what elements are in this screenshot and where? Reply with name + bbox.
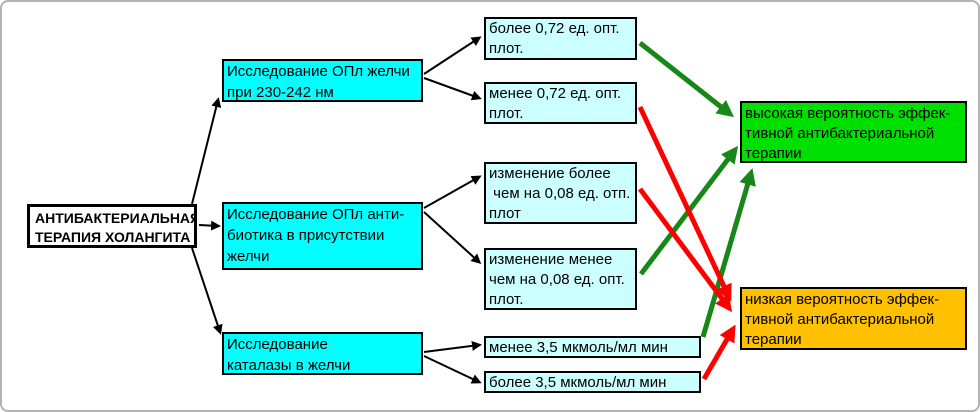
node-text-line: терапии bbox=[745, 145, 802, 162]
node-text-line: изменение более bbox=[489, 165, 611, 182]
node-text-line: желчи bbox=[227, 248, 270, 265]
arrow-more008-to-low bbox=[637, 187, 733, 313]
node-text-line: тивной антибактериальной bbox=[745, 311, 935, 328]
node-text-line: менее 3,5 мкмоль/мл мин bbox=[489, 339, 668, 356]
node-text-line: при 230-242 нм bbox=[227, 84, 334, 101]
node-text-line: плот. bbox=[489, 40, 524, 57]
arrow-root-to-bile-test bbox=[191, 97, 222, 205]
node-text-line: терапии bbox=[745, 331, 802, 348]
arrow-bile-to-more072 bbox=[423, 36, 482, 75]
node-result-change-less-0-08: изменение менее чем на 0,08 ед. опт. пло… bbox=[484, 248, 637, 310]
arrow-bile-to-less072 bbox=[423, 77, 482, 101]
node-text-line: Исследование ОПл анти- bbox=[227, 206, 405, 223]
node-text-line: Исследование bbox=[227, 336, 328, 353]
node-text-line: плот. bbox=[489, 105, 524, 122]
arrow-antibiotic-to-less008 bbox=[423, 211, 482, 265]
node-test-catalase: Исследование каталазы в желчи bbox=[222, 332, 423, 375]
node-text-line: менее 0,72 ед. опт. bbox=[489, 85, 622, 102]
node-result-less-0-72: менее 0,72 ед. опт. плот. bbox=[484, 82, 637, 124]
node-text-line: изменение менее bbox=[489, 251, 613, 268]
arrow-less072-to-low bbox=[637, 105, 732, 302]
node-text-line: более 3,5 мкмоль/мл мин bbox=[489, 374, 667, 391]
node-text-line: чем на 0,08 ед. отп. bbox=[489, 185, 631, 202]
arrow-catalase-to-more35 bbox=[423, 355, 482, 384]
node-text-line: ТЕРАПИЯ ХОЛАНГИТА bbox=[35, 229, 191, 245]
arrow-root-to-antibiotic-test bbox=[198, 220, 221, 231]
arrow-more072-to-high bbox=[638, 41, 735, 118]
node-text-line: низкая вероятность эффек- bbox=[745, 291, 940, 308]
node-text-line: плот bbox=[489, 205, 521, 222]
node-result-change-more-0-08: изменение более чем на 0,08 ед. отп. пло… bbox=[484, 162, 637, 224]
node-root-antibacterial-therapy: АНТИБАКТЕРИАЛЬНАЯ ТЕРАПИЯ ХОЛАНГИТА bbox=[27, 204, 197, 248]
node-text-line: более 0,72 ед. опт. bbox=[489, 20, 620, 37]
node-text-line: АНТИБАКТЕРИАЛЬНАЯ bbox=[35, 210, 197, 226]
node-test-bile-optical-density: Исследование ОПл желчи при 230-242 нм bbox=[222, 59, 423, 102]
node-text-line: Исследование ОПл желчи bbox=[227, 63, 410, 80]
node-text-line: плот. bbox=[489, 291, 524, 308]
node-outcome-low-probability: низкая вероятность эффек- тивной антибак… bbox=[740, 287, 967, 350]
node-text-line: каталазы в желчи bbox=[227, 357, 351, 374]
arrow-catalase-to-less35 bbox=[423, 340, 482, 353]
node-outcome-high-probability: высокая вероятность эффек- тивной антиба… bbox=[740, 101, 967, 163]
arrow-root-to-catalase-test bbox=[191, 247, 223, 335]
arrow-more35-to-low bbox=[701, 324, 736, 381]
arrow-less008-to-high bbox=[639, 145, 739, 276]
node-text-line: чем на 0,08 ед. опт. bbox=[489, 271, 625, 288]
node-result-more-3-5: более 3,5 мкмоль/мл мин bbox=[484, 371, 701, 393]
node-text-line: тивной антибактериальной bbox=[745, 125, 935, 142]
arrow-antibiotic-to-more008 bbox=[423, 175, 482, 209]
node-text-line: высокая вероятность эффек- bbox=[745, 105, 951, 122]
node-test-antibiotic-optical-density: Исследование ОПл анти- биотика в присутс… bbox=[222, 202, 423, 270]
node-result-less-3-5: менее 3,5 мкмоль/мл мин bbox=[484, 336, 701, 358]
node-result-more-0-72: более 0,72 ед. опт. плот. bbox=[484, 17, 637, 60]
node-text-line: биотика в присутствии bbox=[227, 227, 385, 244]
